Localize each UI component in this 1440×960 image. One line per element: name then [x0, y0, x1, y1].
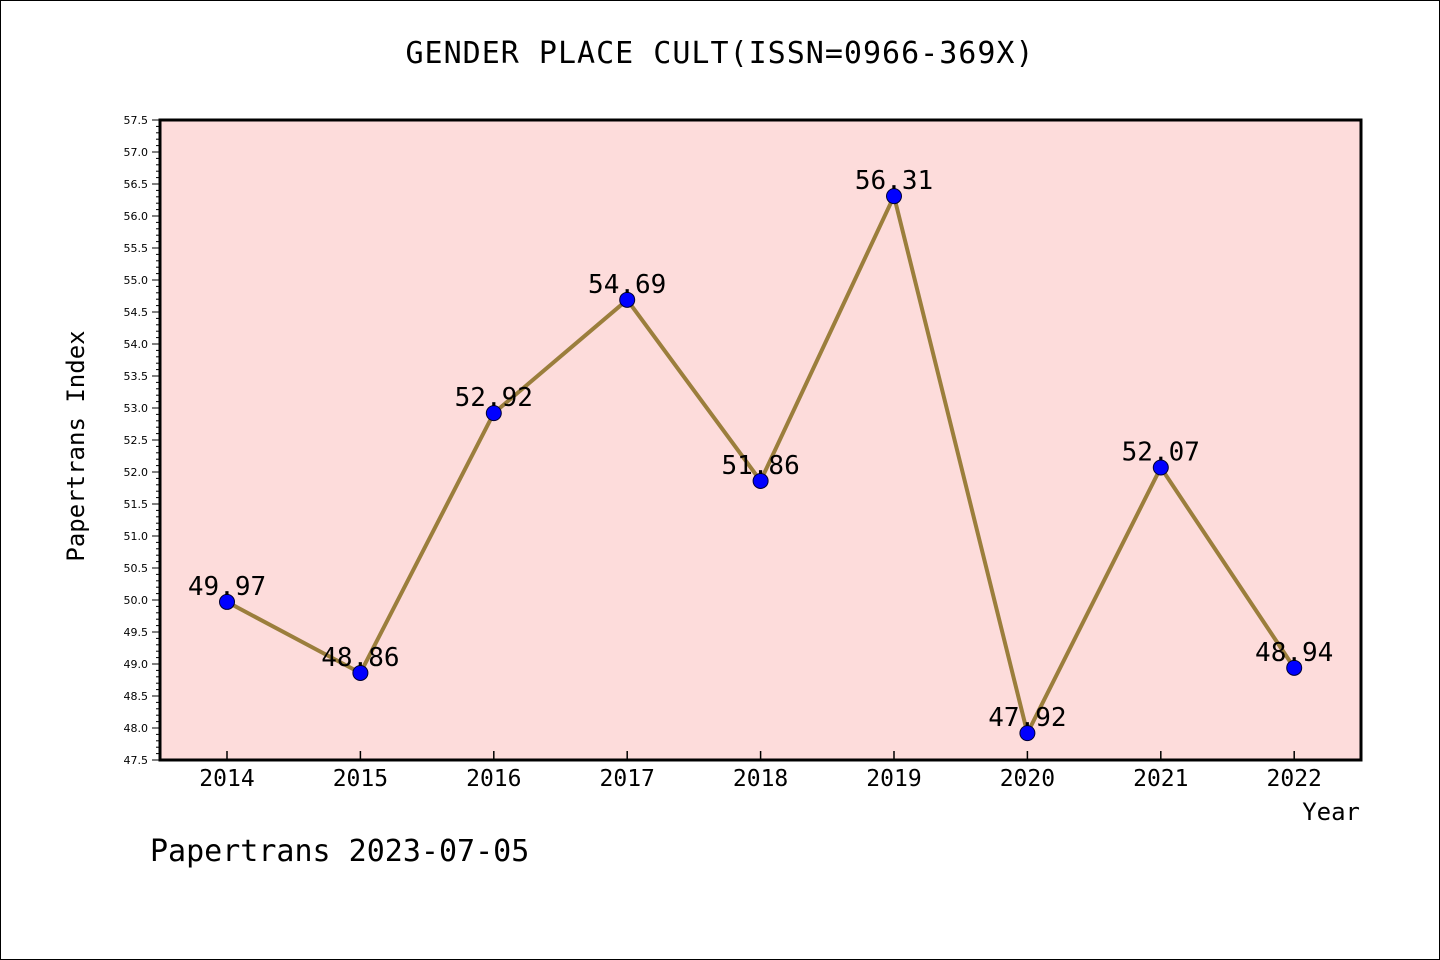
y-tick-label: 50.0 [124, 594, 149, 607]
y-tick-label: 57.5 [124, 114, 149, 127]
data-label: 52.92 [455, 383, 533, 413]
y-tick-label: 55.5 [124, 242, 149, 255]
data-point [1152, 459, 1169, 476]
y-axis-ticks: 47.5 48.0 48.5 49.0 49.5 50.0 50.5 51.0 51.5 52.0… [124, 114, 160, 767]
data-point [886, 188, 902, 205]
y-tick-label: 51.0 [124, 530, 149, 543]
x-tick-label: 2018 [733, 766, 788, 792]
footer-credit: Papertrans 2023-07-05 [150, 834, 530, 869]
x-tick-label: 2022 [1267, 766, 1322, 792]
x-axis-ticks: 2014 2015 2016 2017 2018 2019 2020 2021 2022 [199, 751, 1322, 792]
data-label: 54.69 [588, 270, 666, 300]
x-tick-label: 2020 [1000, 766, 1055, 792]
y-tick-label: 51.5 [124, 498, 149, 511]
x-tick-label: 2015 [333, 766, 388, 792]
data-point [219, 593, 235, 610]
y-tick-label: 54.0 [124, 338, 149, 351]
series-group [219, 188, 1303, 742]
y-tick-label: 49.5 [124, 626, 149, 639]
data-point [1286, 659, 1303, 676]
y-tick-label: 47.5 [124, 754, 149, 767]
y-tick-label: 48.5 [124, 690, 149, 703]
y-tick-label: 48.0 [124, 722, 149, 735]
data-label: 48.86 [321, 643, 399, 673]
data-labels: 49.97 48.86 52.92 54.69 51.86 56.31 47.92 52.07… [188, 166, 1333, 733]
y-tick-label: 55.0 [124, 274, 149, 287]
y-tick-label: 53.0 [124, 402, 149, 415]
data-label: 48.94 [1255, 638, 1333, 668]
y-tick-label: 56.0 [124, 210, 149, 223]
y-tick-label: 57.0 [124, 146, 149, 159]
x-axis-title: Year [1302, 798, 1360, 826]
data-label: 52.07 [1122, 438, 1200, 468]
data-label: 49.97 [188, 572, 266, 602]
y-axis-title: Papertrans Index [62, 330, 90, 561]
plot-border [158, 118, 1363, 762]
chart-title: GENDER PLACE CULT(ISSN=0966-369X) [405, 36, 1035, 71]
data-label: 56.31 [855, 166, 933, 196]
y-tick-label: 56.5 [124, 178, 149, 191]
plot-area [160, 120, 1361, 760]
data-point [1019, 725, 1036, 742]
data-point [485, 405, 502, 422]
x-tick-label: 2021 [1133, 766, 1188, 792]
y-tick-label: 52.0 [124, 466, 149, 479]
data-label: 47.92 [988, 703, 1066, 733]
data-point [752, 472, 769, 489]
y-tick-label: 49.0 [124, 658, 149, 671]
y-tick-label: 50.5 [124, 562, 149, 575]
y-tick-label: 53.5 [124, 370, 149, 383]
x-tick-label: 2017 [600, 766, 655, 792]
x-tick-label: 2014 [199, 766, 254, 792]
y-tick-label: 52.5 [124, 434, 149, 447]
y-tick-label: 54.5 [124, 306, 149, 319]
data-point [352, 664, 369, 681]
data-label: 51.86 [721, 451, 799, 481]
x-tick-label: 2019 [866, 766, 921, 792]
x-tick-label: 2016 [466, 766, 521, 792]
data-point [619, 291, 636, 308]
